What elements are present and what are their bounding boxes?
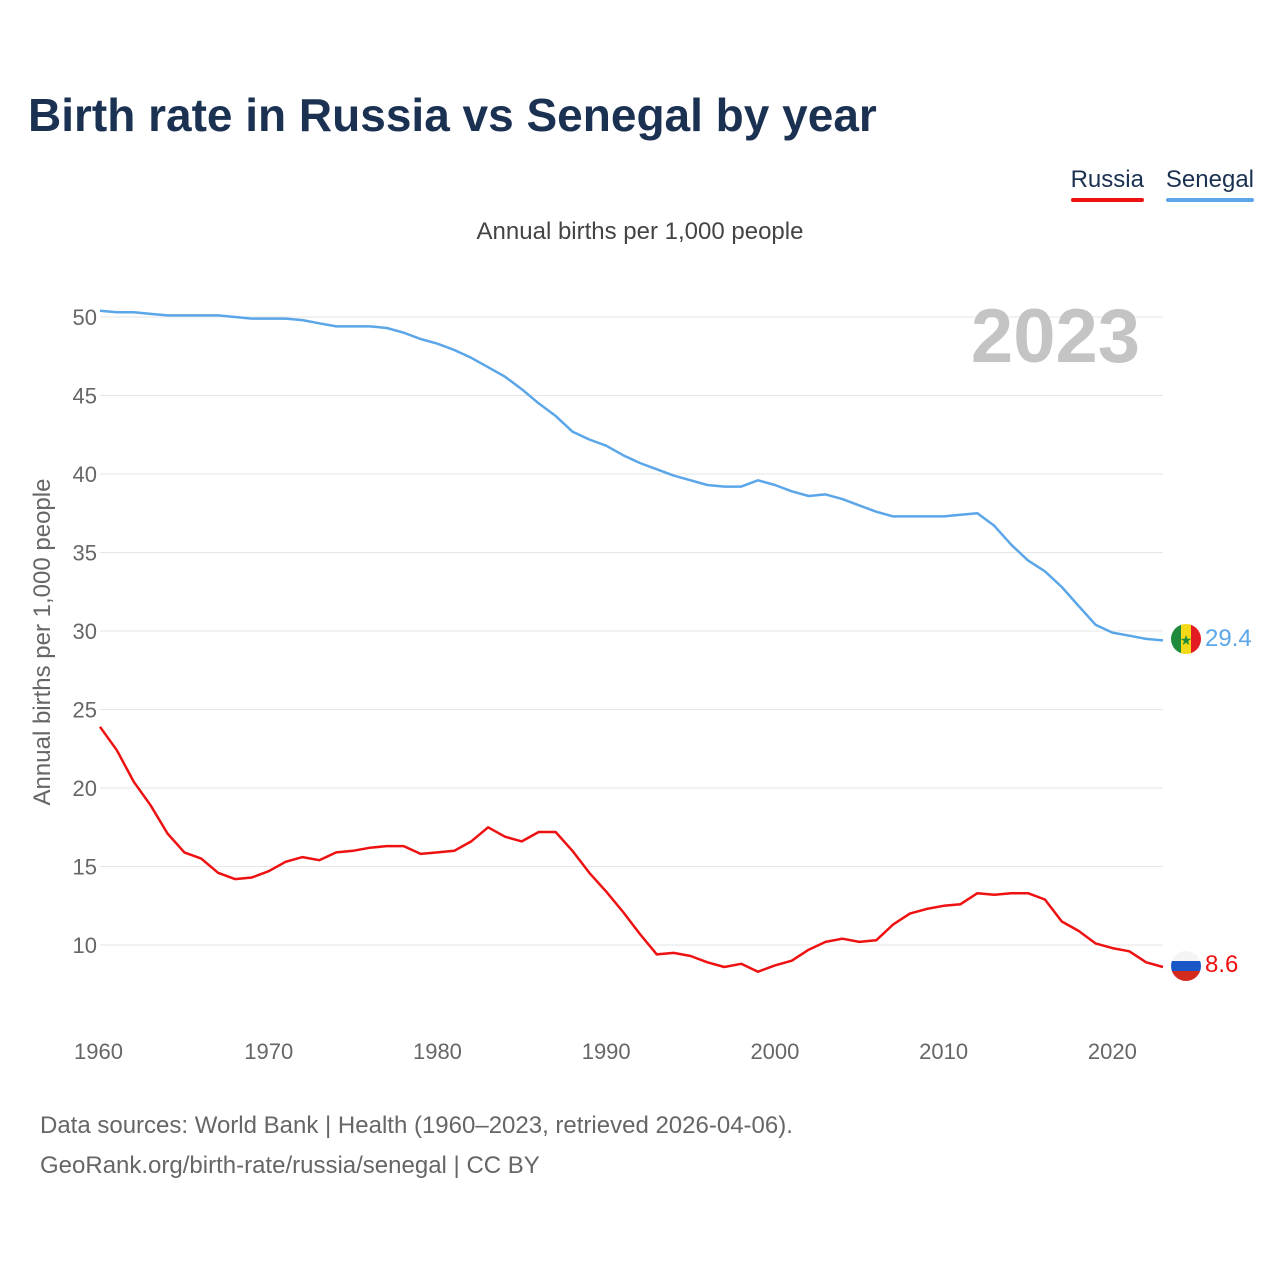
legend: Russia Senegal bbox=[1070, 166, 1254, 202]
series-line-russia[interactable] bbox=[98, 726, 1164, 973]
footer-source: Data sources: World Bank | Health (1960–… bbox=[40, 1112, 793, 1139]
y-tick-label: 25 bbox=[73, 698, 97, 723]
y-tick-label: 45 bbox=[73, 384, 97, 409]
legend-label-russia: Russia bbox=[1070, 166, 1144, 193]
russia-flag-icon bbox=[1171, 951, 1201, 981]
svg-text:★: ★ bbox=[1180, 633, 1193, 649]
year-watermark: 2023 bbox=[971, 294, 1140, 379]
y-axis-label: Annual births per 1,000 people bbox=[29, 479, 56, 806]
x-tick-label: 1960 bbox=[74, 1039, 123, 1064]
x-tick-label: 1990 bbox=[582, 1039, 631, 1064]
y-tick-label: 35 bbox=[73, 541, 97, 566]
chart-area: 2023 10 15 20 25 30 35 40 45 50 1960 1970 1980 1990… bbox=[29, 294, 1252, 1064]
senegal-flag-icon: ★ bbox=[1171, 624, 1201, 654]
x-tick-label: 2020 bbox=[1088, 1039, 1137, 1064]
legend-swatch-senegal bbox=[1165, 198, 1254, 202]
legend-label-senegal: Senegal bbox=[1165, 166, 1254, 193]
footer-link[interactable]: GeoRank.org/birth-rate/russia/senegal | … bbox=[40, 1152, 540, 1179]
chart-title: Birth rate in Russia vs Senegal by year bbox=[28, 89, 877, 141]
y-tick-label: 20 bbox=[73, 776, 97, 801]
y-tick-label: 40 bbox=[73, 462, 97, 487]
series-line-senegal[interactable] bbox=[99, 309, 1164, 642]
x-tick-label: 1970 bbox=[244, 1039, 293, 1064]
legend-swatch-russia bbox=[1070, 198, 1144, 202]
y-tick-label: 10 bbox=[73, 933, 97, 958]
russia-end-label: 8.6 bbox=[1205, 951, 1238, 978]
y-tick-label: 50 bbox=[73, 305, 97, 330]
y-tick-label: 30 bbox=[73, 619, 97, 644]
x-tick-label: 2000 bbox=[750, 1039, 799, 1064]
senegal-end-label: 29.4 bbox=[1205, 625, 1252, 652]
x-tick-label: 2010 bbox=[919, 1039, 968, 1064]
footer: Data sources: World Bank | Health (1960–… bbox=[40, 1106, 793, 1186]
x-tick-label: 1980 bbox=[413, 1039, 462, 1064]
y-tick-label: 15 bbox=[73, 855, 97, 880]
legend-item-senegal[interactable]: Senegal bbox=[1165, 166, 1254, 202]
chart-subtitle: Annual births per 1,000 people bbox=[476, 218, 804, 245]
legend-item-russia[interactable]: Russia bbox=[1070, 166, 1144, 202]
